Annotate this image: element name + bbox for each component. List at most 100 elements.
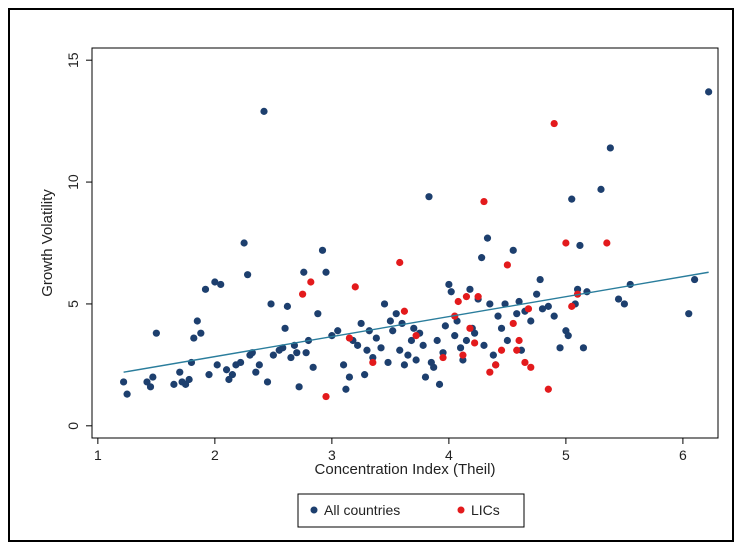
legend-label-all-countries: All countries	[324, 502, 400, 518]
point-all-countries	[513, 310, 521, 318]
point-all-countries	[515, 297, 523, 306]
point-all-countries	[255, 361, 263, 369]
point-lics	[474, 293, 482, 301]
point-all-countries	[217, 280, 225, 289]
y-axis: 0 5 10 15	[65, 52, 92, 430]
point-lics	[497, 346, 506, 354]
point-all-countries	[478, 254, 486, 262]
point-all-countries	[538, 305, 547, 313]
y-axis-title: Growth Volatility	[39, 189, 56, 297]
point-all-countries	[176, 368, 184, 376]
x-axis: 1 2 3 4 5 6	[94, 438, 687, 463]
point-lics	[524, 305, 533, 313]
point-all-countries	[471, 329, 479, 337]
point-all-countries	[425, 193, 433, 201]
point-lics	[412, 332, 420, 340]
point-all-countries	[396, 346, 404, 354]
point-lics	[603, 239, 611, 247]
point-lics	[400, 307, 409, 315]
plot-area	[91, 47, 719, 439]
point-lics	[562, 239, 570, 247]
point-all-countries	[579, 344, 588, 352]
point-all-countries	[345, 373, 354, 381]
point-all-countries	[497, 324, 506, 332]
point-lics	[459, 351, 467, 359]
point-all-countries	[445, 280, 453, 289]
point-lics	[513, 346, 521, 354]
point-all-countries	[293, 349, 301, 357]
point-lics	[466, 324, 474, 332]
legend-swatch-lics	[457, 506, 465, 514]
legend: All countries LICs	[297, 493, 525, 528]
point-lics	[544, 385, 552, 393]
point-all-countries	[556, 344, 564, 352]
point-all-countries	[400, 361, 409, 369]
point-lics	[369, 358, 377, 367]
point-all-countries	[527, 317, 535, 325]
point-all-countries	[281, 324, 289, 332]
point-all-countries	[626, 280, 634, 289]
point-all-countries	[146, 383, 155, 391]
point-all-countries	[550, 312, 558, 320]
point-all-countries	[302, 349, 310, 357]
point-all-countries	[283, 302, 292, 310]
point-all-countries	[149, 373, 157, 381]
point-all-countries	[597, 185, 605, 193]
legend-label-lics: LICs	[471, 502, 500, 518]
point-all-countries	[456, 344, 465, 352]
point-lics	[454, 297, 462, 306]
y-tick-label: 0	[65, 422, 81, 430]
point-all-countries	[252, 368, 260, 376]
point-all-countries	[533, 290, 541, 298]
y-tick-label: 10	[65, 174, 81, 190]
point-all-countries	[185, 375, 193, 384]
point-all-countries	[489, 351, 497, 359]
point-all-countries	[357, 319, 365, 328]
point-all-countries	[583, 288, 591, 296]
y-tick-label: 15	[65, 52, 81, 68]
point-all-countries	[260, 107, 268, 115]
point-all-countries	[614, 295, 623, 303]
point-lics	[503, 261, 511, 269]
point-all-countries	[430, 363, 438, 371]
point-all-countries	[295, 383, 303, 391]
point-all-countries	[447, 288, 455, 296]
point-lics	[550, 119, 558, 128]
point-all-countries	[486, 300, 494, 308]
point-all-countries	[318, 246, 327, 254]
point-all-countries	[501, 300, 509, 308]
point-lics	[486, 368, 494, 376]
point-all-countries	[190, 334, 198, 342]
y-tick-label: 5	[65, 300, 81, 308]
point-all-countries	[392, 310, 400, 318]
point-all-countries	[685, 310, 693, 318]
point-all-countries	[412, 356, 420, 364]
point-all-countries	[354, 341, 362, 349]
point-all-countries	[509, 246, 517, 254]
point-all-countries	[568, 195, 576, 203]
point-lics	[471, 339, 479, 347]
point-all-countries	[419, 341, 427, 349]
point-all-countries	[389, 327, 397, 335]
point-all-countries	[228, 371, 237, 379]
point-all-countries	[407, 336, 416, 345]
point-all-countries	[342, 385, 350, 393]
point-all-countries	[483, 234, 492, 242]
trend-line	[123, 271, 709, 373]
point-all-countries	[466, 285, 474, 293]
point-lics	[515, 336, 523, 345]
point-all-countries	[398, 319, 406, 328]
point-all-countries	[377, 344, 385, 352]
point-all-countries	[193, 317, 201, 325]
scatter-chart: 0 5 10 15 1 2 3 4 5 6 Concentration Index (Theil…	[39, 47, 719, 528]
x-tick-label: 1	[94, 447, 102, 463]
point-all-countries	[480, 341, 488, 349]
point-all-countries	[372, 334, 380, 342]
x-tick-label: 5	[562, 447, 570, 463]
point-all-countries	[564, 332, 572, 340]
point-all-countries	[503, 336, 511, 345]
point-all-countries	[119, 378, 128, 386]
point-all-countries	[410, 324, 418, 332]
point-all-countries	[433, 336, 441, 345]
point-all-countries	[339, 361, 348, 369]
